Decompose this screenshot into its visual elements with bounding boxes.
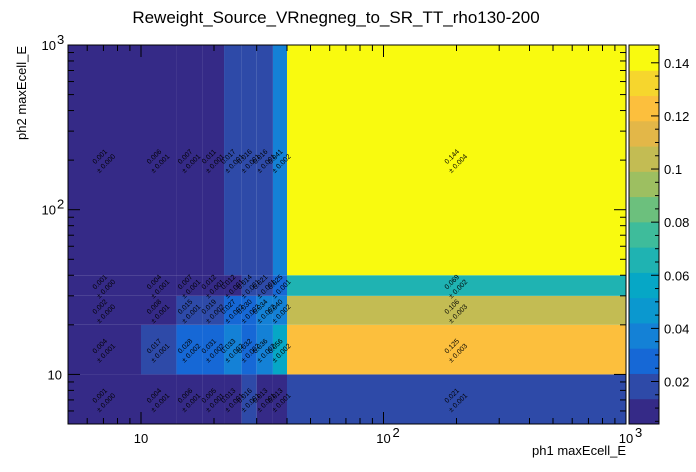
heatmap-cell <box>176 45 203 276</box>
colorbar-segment <box>629 221 659 248</box>
heatmap-cells <box>68 45 626 424</box>
heatmap-cell <box>256 45 273 276</box>
heatmap-cell <box>202 374 225 424</box>
colorbar-segment <box>629 171 659 198</box>
colorbar-tick-label: 0.06 <box>664 268 689 283</box>
y-tick-label: 10 <box>42 203 56 218</box>
heatmap-cell <box>68 374 141 424</box>
colorbar-tick-label: 0.02 <box>664 375 689 390</box>
y-tick-exponent: 3 <box>57 32 64 47</box>
heatmap-cell <box>272 324 287 375</box>
heatmap-cell <box>224 295 242 325</box>
colorbar-segment <box>629 348 659 374</box>
colorbar-segment <box>629 247 659 273</box>
heatmap-cell <box>176 275 203 296</box>
colorbar-tick-label: 0.1 <box>664 162 682 177</box>
heatmap-cell <box>140 275 177 296</box>
colorbar: 0.02 0.04 0.06 0.08 0.1 0.12 0.14 <box>628 44 689 425</box>
colorbar-segment <box>629 196 659 223</box>
colorbar-segment <box>629 146 659 172</box>
heatmap-cell <box>241 374 257 424</box>
heatmap-cell <box>140 324 177 375</box>
heatmap-cell <box>256 295 273 325</box>
heatmap-cell <box>176 374 203 424</box>
x-tick-exponent: 3 <box>635 425 642 440</box>
heatmap-cell <box>272 374 287 424</box>
colorbar-segment <box>629 70 659 97</box>
y-tick-label: 10 <box>48 367 62 382</box>
heatmap-cell <box>68 275 141 296</box>
colorbar-segment <box>629 322 659 349</box>
x-axis: 10 10 2 10 3 <box>67 45 642 446</box>
colorbar-tick-label: 0.08 <box>664 215 689 230</box>
heatmap-cell <box>241 324 257 375</box>
heatmap-cell <box>140 45 177 276</box>
heatmap-cell <box>272 45 287 276</box>
heatmap-cell <box>241 275 257 296</box>
heatmap-cell <box>286 275 626 296</box>
heatmap-cell <box>202 275 225 296</box>
colorbar-segment <box>629 398 659 425</box>
chart-title: Reweight_Source_VRnegneg_to_SR_TT_rho130… <box>132 8 539 27</box>
cell-labels: 0.001± 0.000 0.004± 0.001 0.006± 0.0010.00… <box>92 148 469 414</box>
heatmap-cell <box>272 275 287 296</box>
heatmap-cell <box>286 324 626 375</box>
x-axis-label: ph1 maxEcell_E <box>532 443 626 458</box>
x-tick-label: 10 <box>619 431 633 446</box>
heatmap-cell <box>140 295 177 325</box>
heatmap-cell <box>241 295 257 325</box>
x-tick-label: 10 <box>134 431 148 446</box>
heatmap-cell <box>272 295 287 325</box>
heatmap-cell <box>176 295 203 325</box>
heatmap-cell <box>202 45 225 276</box>
heatmap-cell <box>224 374 242 424</box>
y-tick-label: 10 <box>42 38 56 53</box>
y-axis-label: ph2 maxEcell_E <box>14 46 29 140</box>
y-tick-exponent: 2 <box>57 197 64 212</box>
heatmap-cell <box>68 45 141 276</box>
heatmap-cell <box>176 324 203 375</box>
heatmap-cell <box>68 324 141 375</box>
colorbar-segment <box>629 45 659 71</box>
colorbar-segment <box>629 373 659 400</box>
heatmap-cell <box>256 275 273 296</box>
colorbar-frame <box>628 44 660 425</box>
heatmap-cell <box>256 374 273 424</box>
heatmap-cell <box>68 295 141 325</box>
colorbar-tick-label: 0.04 <box>664 321 689 336</box>
heatmap-cell <box>224 275 242 296</box>
heatmap-cell <box>256 324 273 375</box>
heatmap-cell <box>202 324 225 375</box>
colorbar-segment <box>629 95 659 122</box>
heatmap-cell <box>286 45 626 276</box>
colorbar-tick-label: 0.14 <box>664 56 689 71</box>
colorbar-segment <box>629 120 659 147</box>
heatmap-cell <box>202 295 225 325</box>
heatmap-cell <box>224 45 242 276</box>
heatmap-cell <box>241 45 257 276</box>
x-tick-label: 10 <box>376 431 390 446</box>
heatmap-cell <box>140 374 177 424</box>
heatmap-cell <box>286 295 626 325</box>
colorbar-segment <box>629 272 659 299</box>
heatmap-cell <box>224 324 242 375</box>
colorbar-tick-label: 0.12 <box>664 109 689 124</box>
heatmap-cell <box>286 374 626 424</box>
x-tick-exponent: 2 <box>392 425 399 440</box>
colorbar-segment <box>629 297 659 324</box>
